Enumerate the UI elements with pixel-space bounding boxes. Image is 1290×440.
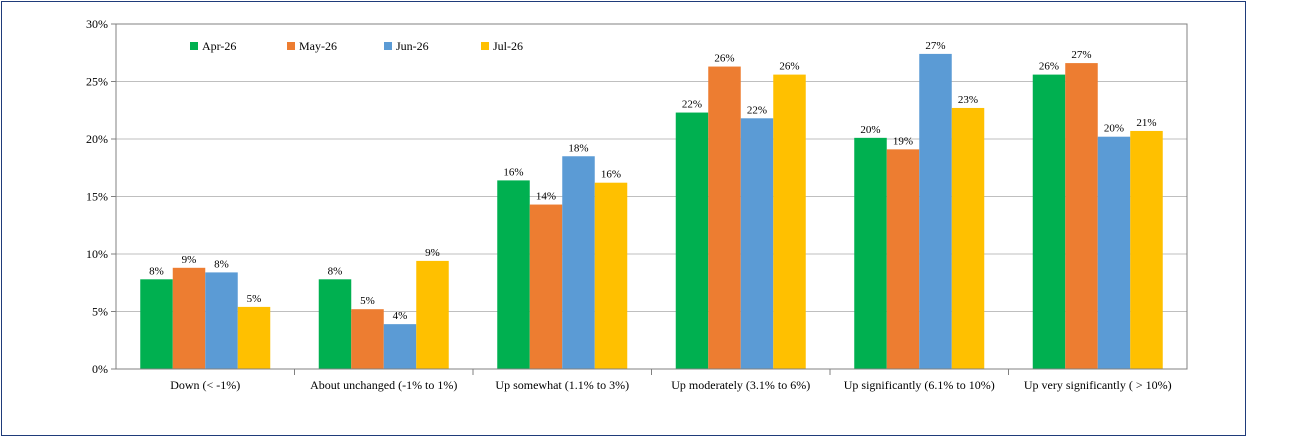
bar — [497, 180, 530, 369]
data-label: 16% — [601, 169, 621, 181]
y-tick-label: 10% — [86, 247, 108, 261]
bar-chart: 0% 5% 10% 15% 20% 25% 30% Down (< -1%) About unc… — [86, 17, 1188, 392]
y-tick-label: 30% — [86, 17, 108, 31]
data-label: 26% — [779, 61, 799, 73]
x-category-label: Up significantly (6.1% to 10%) — [844, 378, 995, 392]
data-label: 27% — [1071, 49, 1091, 61]
data-label: 18% — [568, 142, 588, 154]
bar — [1065, 63, 1098, 369]
legend: Apr-26 May-26 Jun-26 Jul-26 — [190, 39, 523, 53]
bar — [773, 74, 806, 369]
data-label: 23% — [958, 94, 978, 106]
bar — [675, 112, 709, 370]
data-label: 27% — [925, 40, 945, 52]
bar — [562, 156, 595, 369]
data-label: 8% — [149, 265, 164, 277]
y-tick-label: 20% — [86, 132, 108, 146]
bar — [205, 272, 238, 369]
x-category-label: Up moderately (3.1% to 6%) — [671, 378, 810, 392]
data-label: 16% — [503, 166, 523, 178]
bar — [318, 279, 352, 369]
bar — [140, 279, 173, 369]
bar — [951, 107, 985, 369]
legend-swatch — [481, 42, 489, 50]
bar — [1032, 74, 1066, 369]
data-label: 21% — [1136, 117, 1156, 129]
legend-swatch — [190, 42, 198, 50]
axes: 0% 5% 10% 15% 20% 25% 30% Down (< -1%) About unc… — [86, 17, 1188, 392]
data-label: 22% — [747, 104, 767, 116]
x-category-label: Down (< -1%) — [170, 378, 240, 392]
x-category-label: About unchanged (-1% to 1%) — [310, 378, 457, 392]
bar — [351, 309, 384, 369]
legend-swatch — [287, 42, 295, 50]
bar — [172, 267, 206, 369]
legend-label: Apr-26 — [202, 39, 236, 53]
bars — [140, 53, 1163, 370]
bar — [237, 306, 271, 369]
bar — [1130, 130, 1163, 369]
bar — [919, 53, 952, 370]
y-tick-label: 15% — [86, 190, 108, 204]
data-label: 26% — [714, 53, 734, 65]
bar — [854, 137, 887, 369]
data-label: 14% — [536, 191, 556, 203]
bar — [740, 118, 774, 369]
y-tick-label: 5% — [92, 305, 108, 319]
y-tick-label: 25% — [86, 75, 108, 89]
data-label: 4% — [393, 310, 408, 322]
legend-label: May-26 — [299, 39, 337, 53]
bar — [886, 149, 920, 369]
data-label: 26% — [1039, 61, 1059, 73]
data-label: 20% — [860, 124, 880, 136]
bar — [529, 204, 563, 369]
data-label: 8% — [328, 265, 343, 277]
data-label: 9% — [425, 247, 440, 259]
data-labels: 8% 9% 8% 5% 8% 5% 4% 9% 16% 14% 18% 16% 22% 26% 22% 26%… — [149, 40, 1156, 322]
y-tick-label: 0% — [92, 362, 108, 376]
data-label: 19% — [893, 135, 913, 147]
data-label: 5% — [360, 295, 375, 307]
bar — [416, 260, 449, 369]
legend-label: Jun-26 — [396, 39, 429, 53]
data-label: 20% — [1104, 123, 1124, 135]
data-label: 5% — [247, 293, 262, 305]
gridlines — [116, 23, 1187, 312]
bar — [594, 182, 628, 369]
data-label: 8% — [214, 258, 229, 270]
x-category-label: Up very significantly ( > 10%) — [1024, 378, 1172, 392]
data-label: 9% — [182, 254, 197, 266]
bar — [1097, 136, 1131, 369]
bar — [383, 324, 417, 369]
bar — [708, 66, 741, 370]
legend-label: Jul-26 — [493, 39, 523, 53]
data-label: 22% — [682, 99, 702, 111]
chart-frame: 0% 5% 10% 15% 20% 25% 30% Down (< -1%) About unc… — [1, 1, 1246, 436]
x-category-label: Up somewhat (1.1% to 3%) — [495, 378, 629, 392]
legend-swatch — [384, 42, 392, 50]
